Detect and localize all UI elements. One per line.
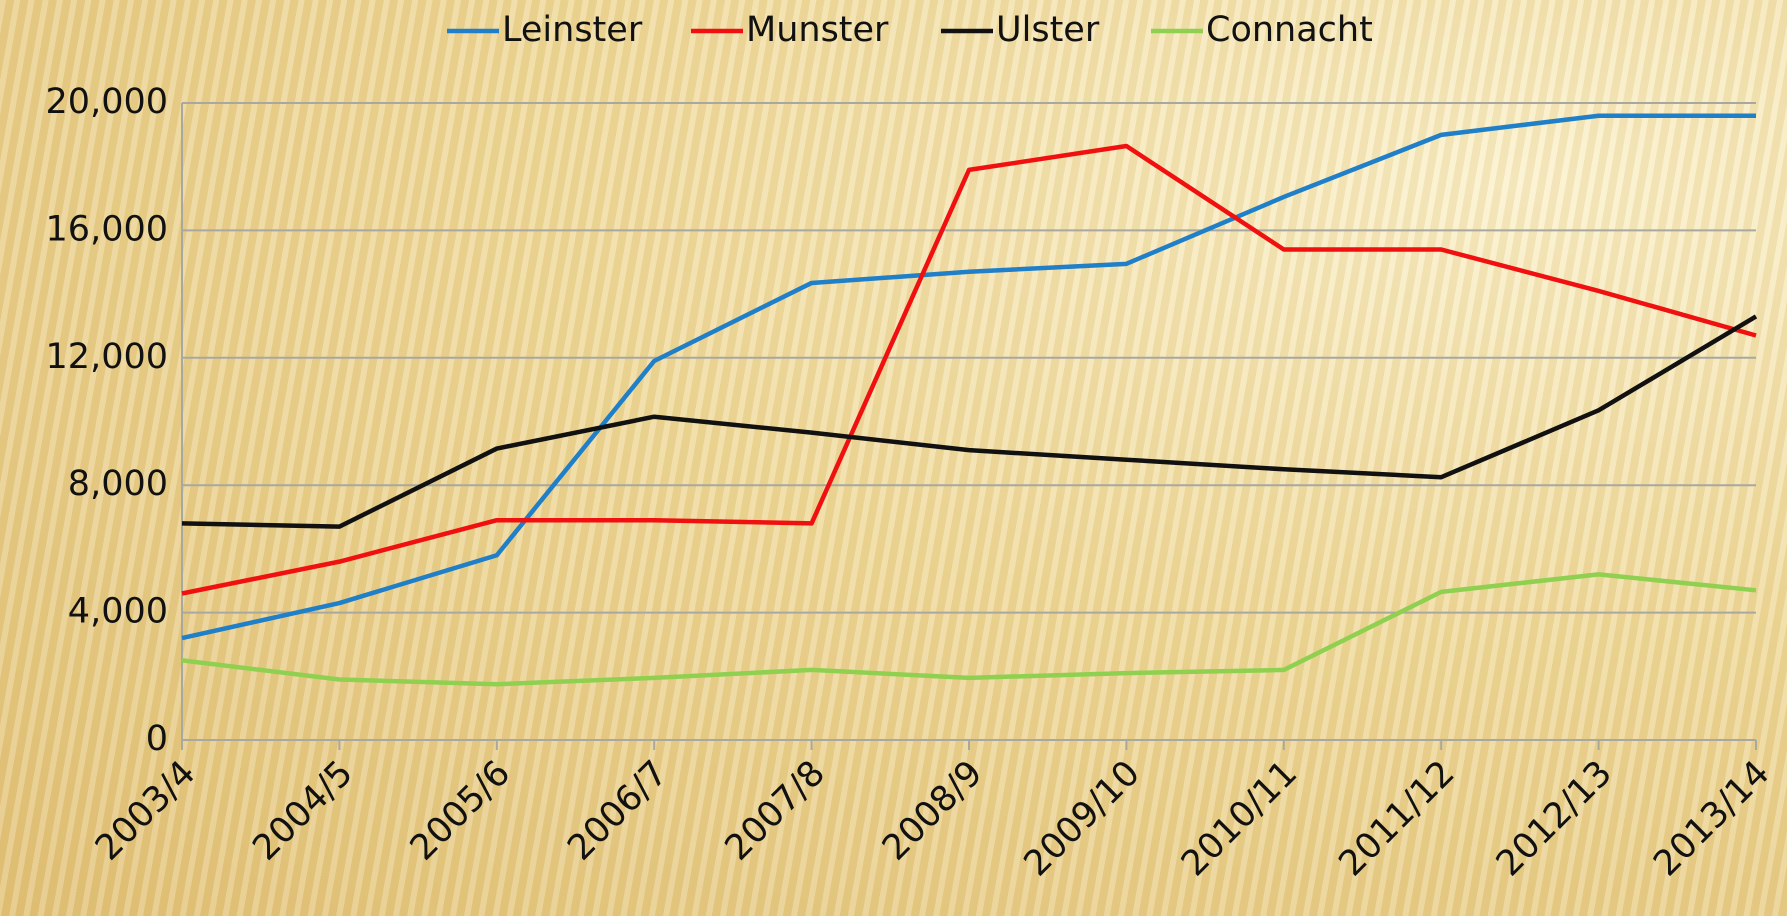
x-tick-label: 2009/10 (1017, 753, 1148, 884)
x-tick-label: 2005/6 (403, 753, 518, 868)
legend-label: Leinster (502, 10, 643, 50)
y-tick-label: 8,000 (68, 464, 168, 504)
x-tick-label: 2011/12 (1332, 753, 1463, 884)
x-tick-label: 2006/7 (560, 753, 675, 868)
x-tick-label: 2010/11 (1174, 753, 1305, 884)
x-tick-label: 2007/8 (718, 753, 833, 868)
y-tick-label: 20,000 (46, 82, 168, 122)
x-tick-label: 2013/14 (1646, 753, 1777, 884)
series-line (181, 143, 1757, 596)
legend-label: Ulster (996, 10, 1100, 50)
y-tick-label: 16,000 (46, 209, 168, 249)
x-tick-label: 2004/5 (245, 753, 360, 868)
series-line (181, 314, 1758, 529)
series-line (181, 572, 1757, 687)
legend-label: Connacht (1206, 10, 1373, 50)
x-tick-label: 2008/9 (875, 753, 990, 868)
x-tick-label: 2003/4 (88, 753, 203, 868)
y-tick-label: 4,000 (68, 592, 168, 632)
y-tick-label: 0 (146, 719, 168, 759)
x-tick-label: 2012/13 (1489, 753, 1620, 884)
series-line (181, 113, 1756, 641)
y-tick-label: 12,000 (46, 337, 168, 377)
legend-label: Munster (746, 10, 889, 50)
